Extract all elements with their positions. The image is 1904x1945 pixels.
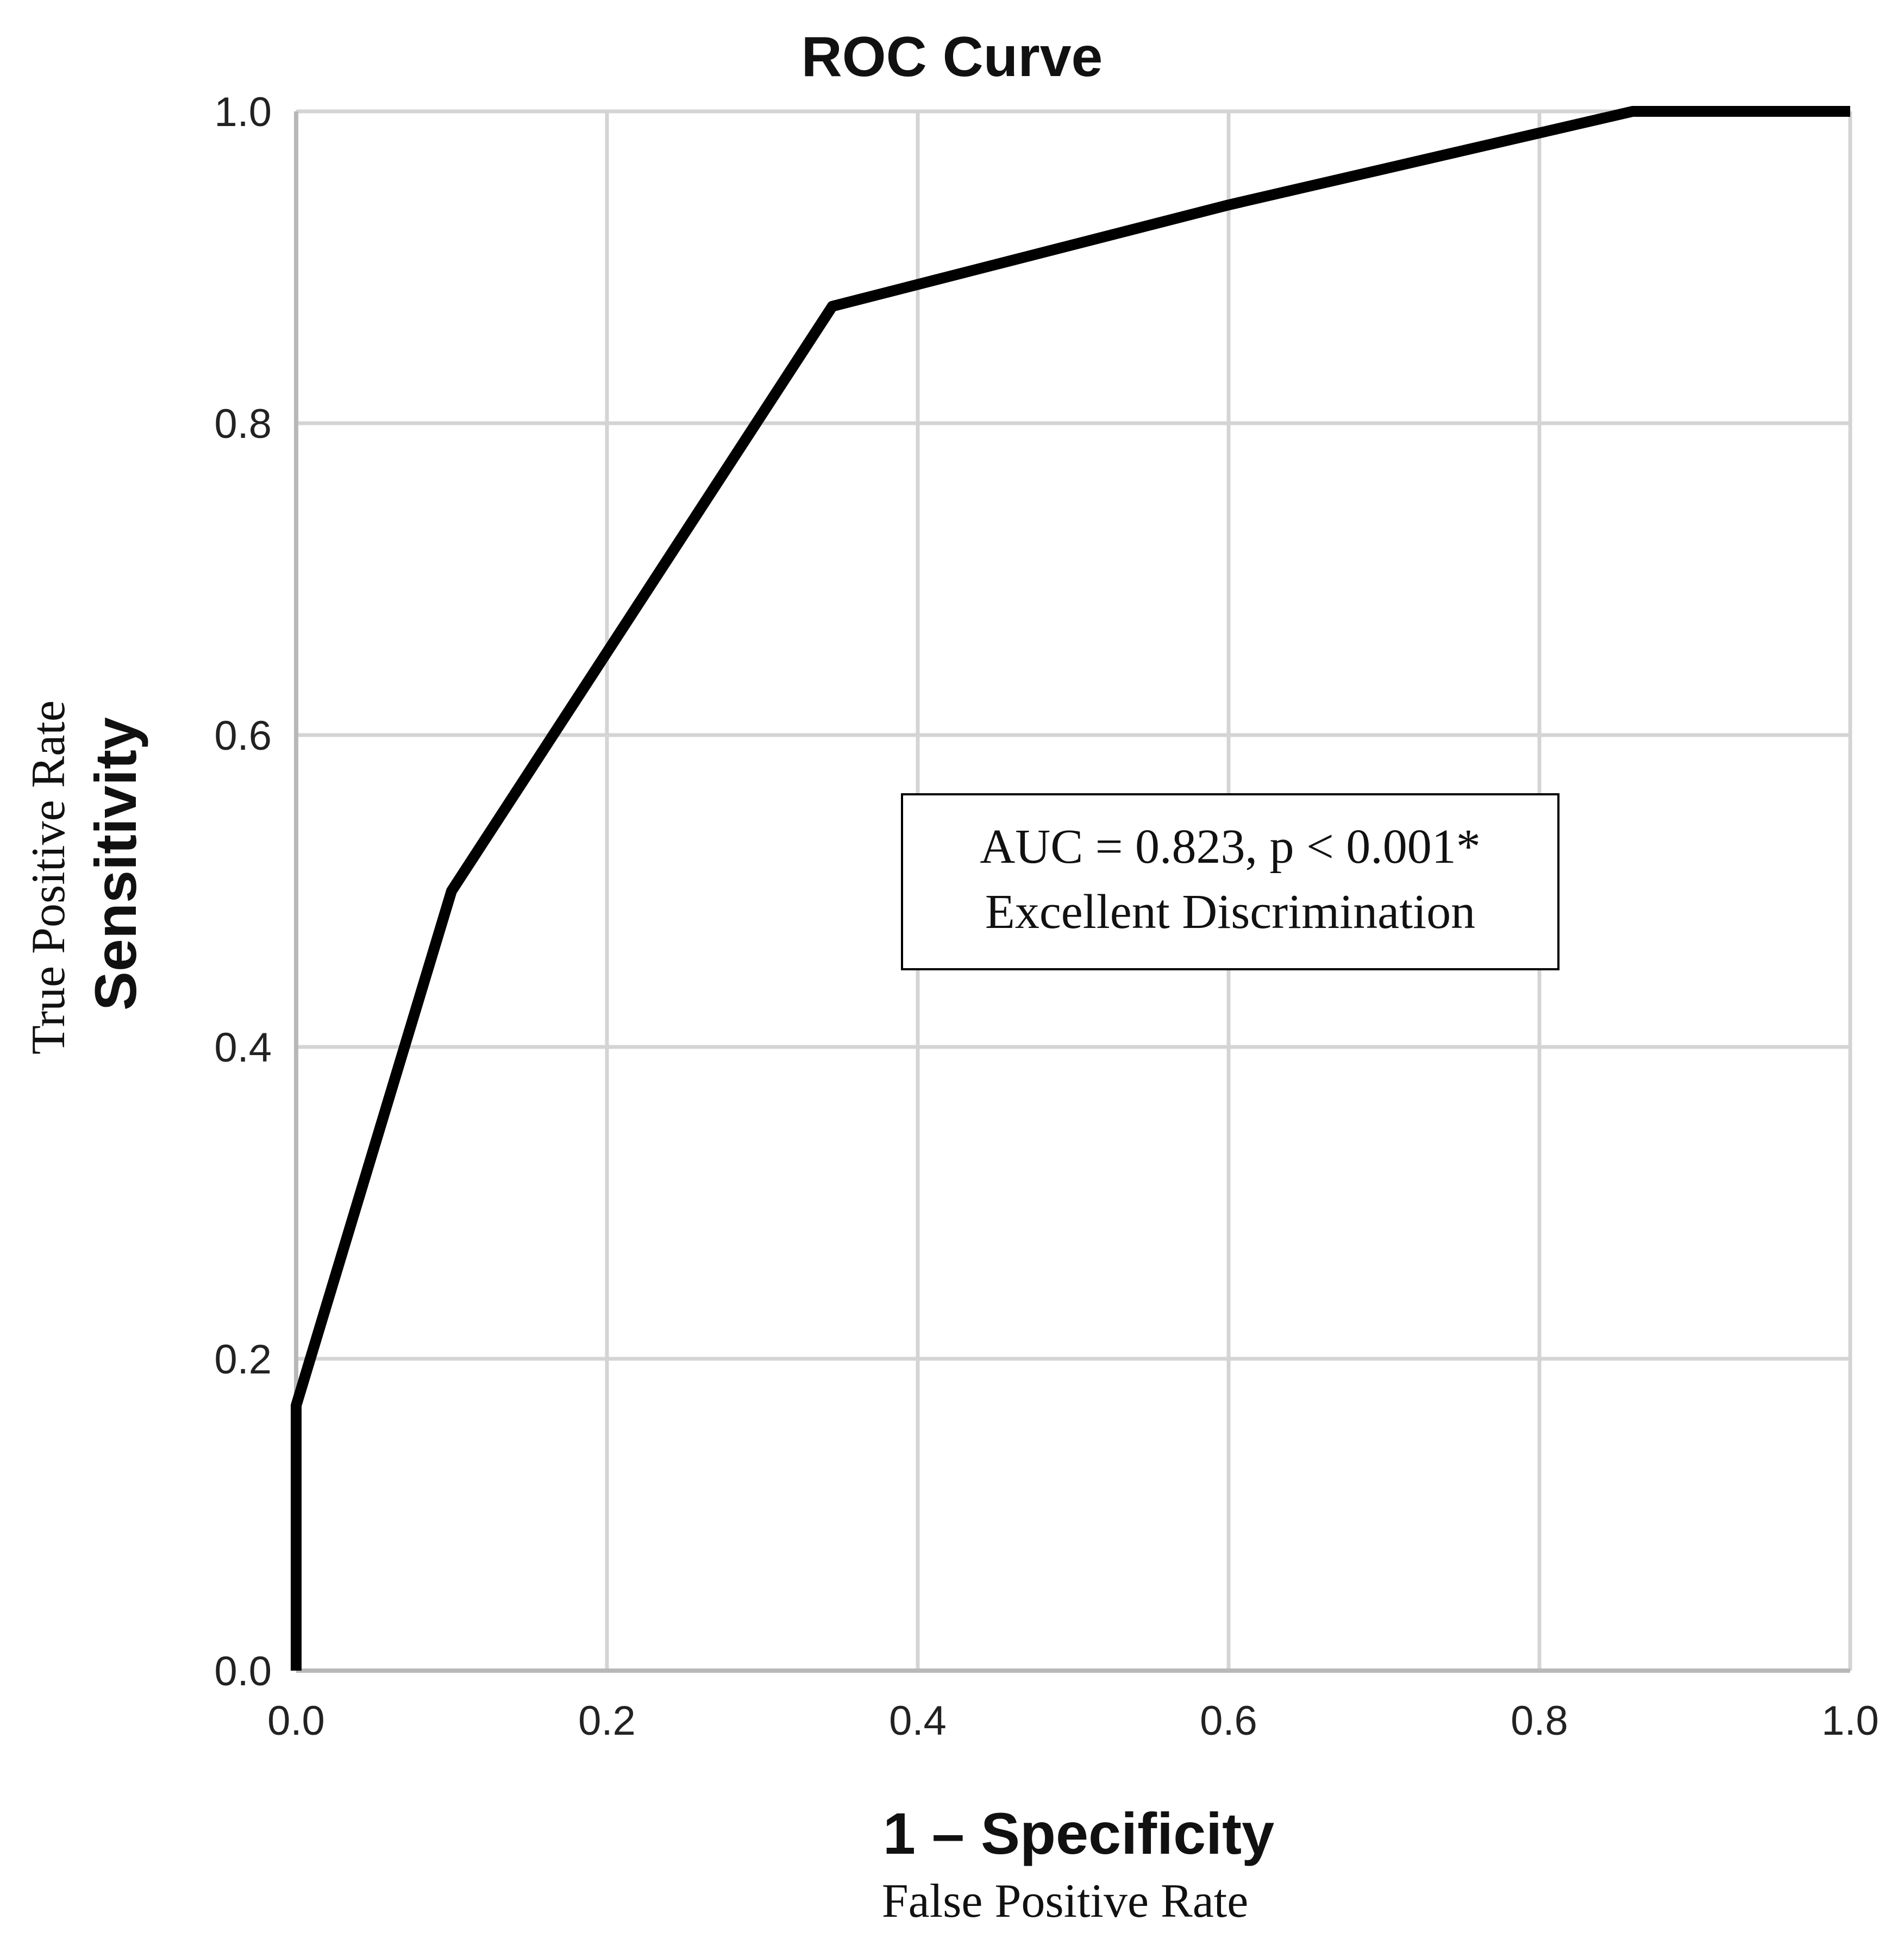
chart-title: ROC Curve [801, 26, 1103, 89]
annotation-line-2: Excellent Discrimination [985, 885, 1475, 939]
x-tick-label: 0.0 [267, 1698, 325, 1744]
y-tick-label: 0.2 [214, 1337, 272, 1383]
y-tick-label: 0.6 [214, 713, 272, 759]
x-tick-label: 0.4 [889, 1698, 947, 1744]
x-tick-label: 0.2 [578, 1698, 636, 1744]
grid-lines [296, 109, 1852, 1671]
x-tick-label: 1.0 [1821, 1698, 1879, 1744]
y-tick-label: 0.8 [214, 401, 272, 447]
y-tick-label: 0.4 [214, 1025, 272, 1071]
y-axis-subtitle: True Positive Rate [22, 700, 75, 1055]
x-axis-subtitle: False Positive Rate [882, 1875, 1249, 1928]
y-tick-label: 0.0 [214, 1648, 272, 1695]
tick-labels: 0.0 0.2 0.4 0.6 0.8 1.0 0.0 0.2 0.4 0.6 0.8 1.0 [214, 89, 1878, 1744]
y-tick-label: 1.0 [214, 89, 272, 135]
x-tick-label: 0.8 [1511, 1698, 1568, 1744]
roc-curve-line [291, 106, 1850, 1671]
x-tick-label: 0.6 [1200, 1698, 1257, 1744]
y-axis-title: Sensitivity [83, 717, 148, 1011]
x-axis-title: 1 – Specificity [883, 1800, 1274, 1866]
annotation-frame [901, 793, 1559, 970]
annotation-line-1: AUC = 0.823, p < 0.001* [980, 820, 1481, 874]
annotation-box: AUC = 0.823, p < 0.001* Excellent Discri… [901, 793, 1559, 970]
series-layer [291, 106, 1850, 1671]
